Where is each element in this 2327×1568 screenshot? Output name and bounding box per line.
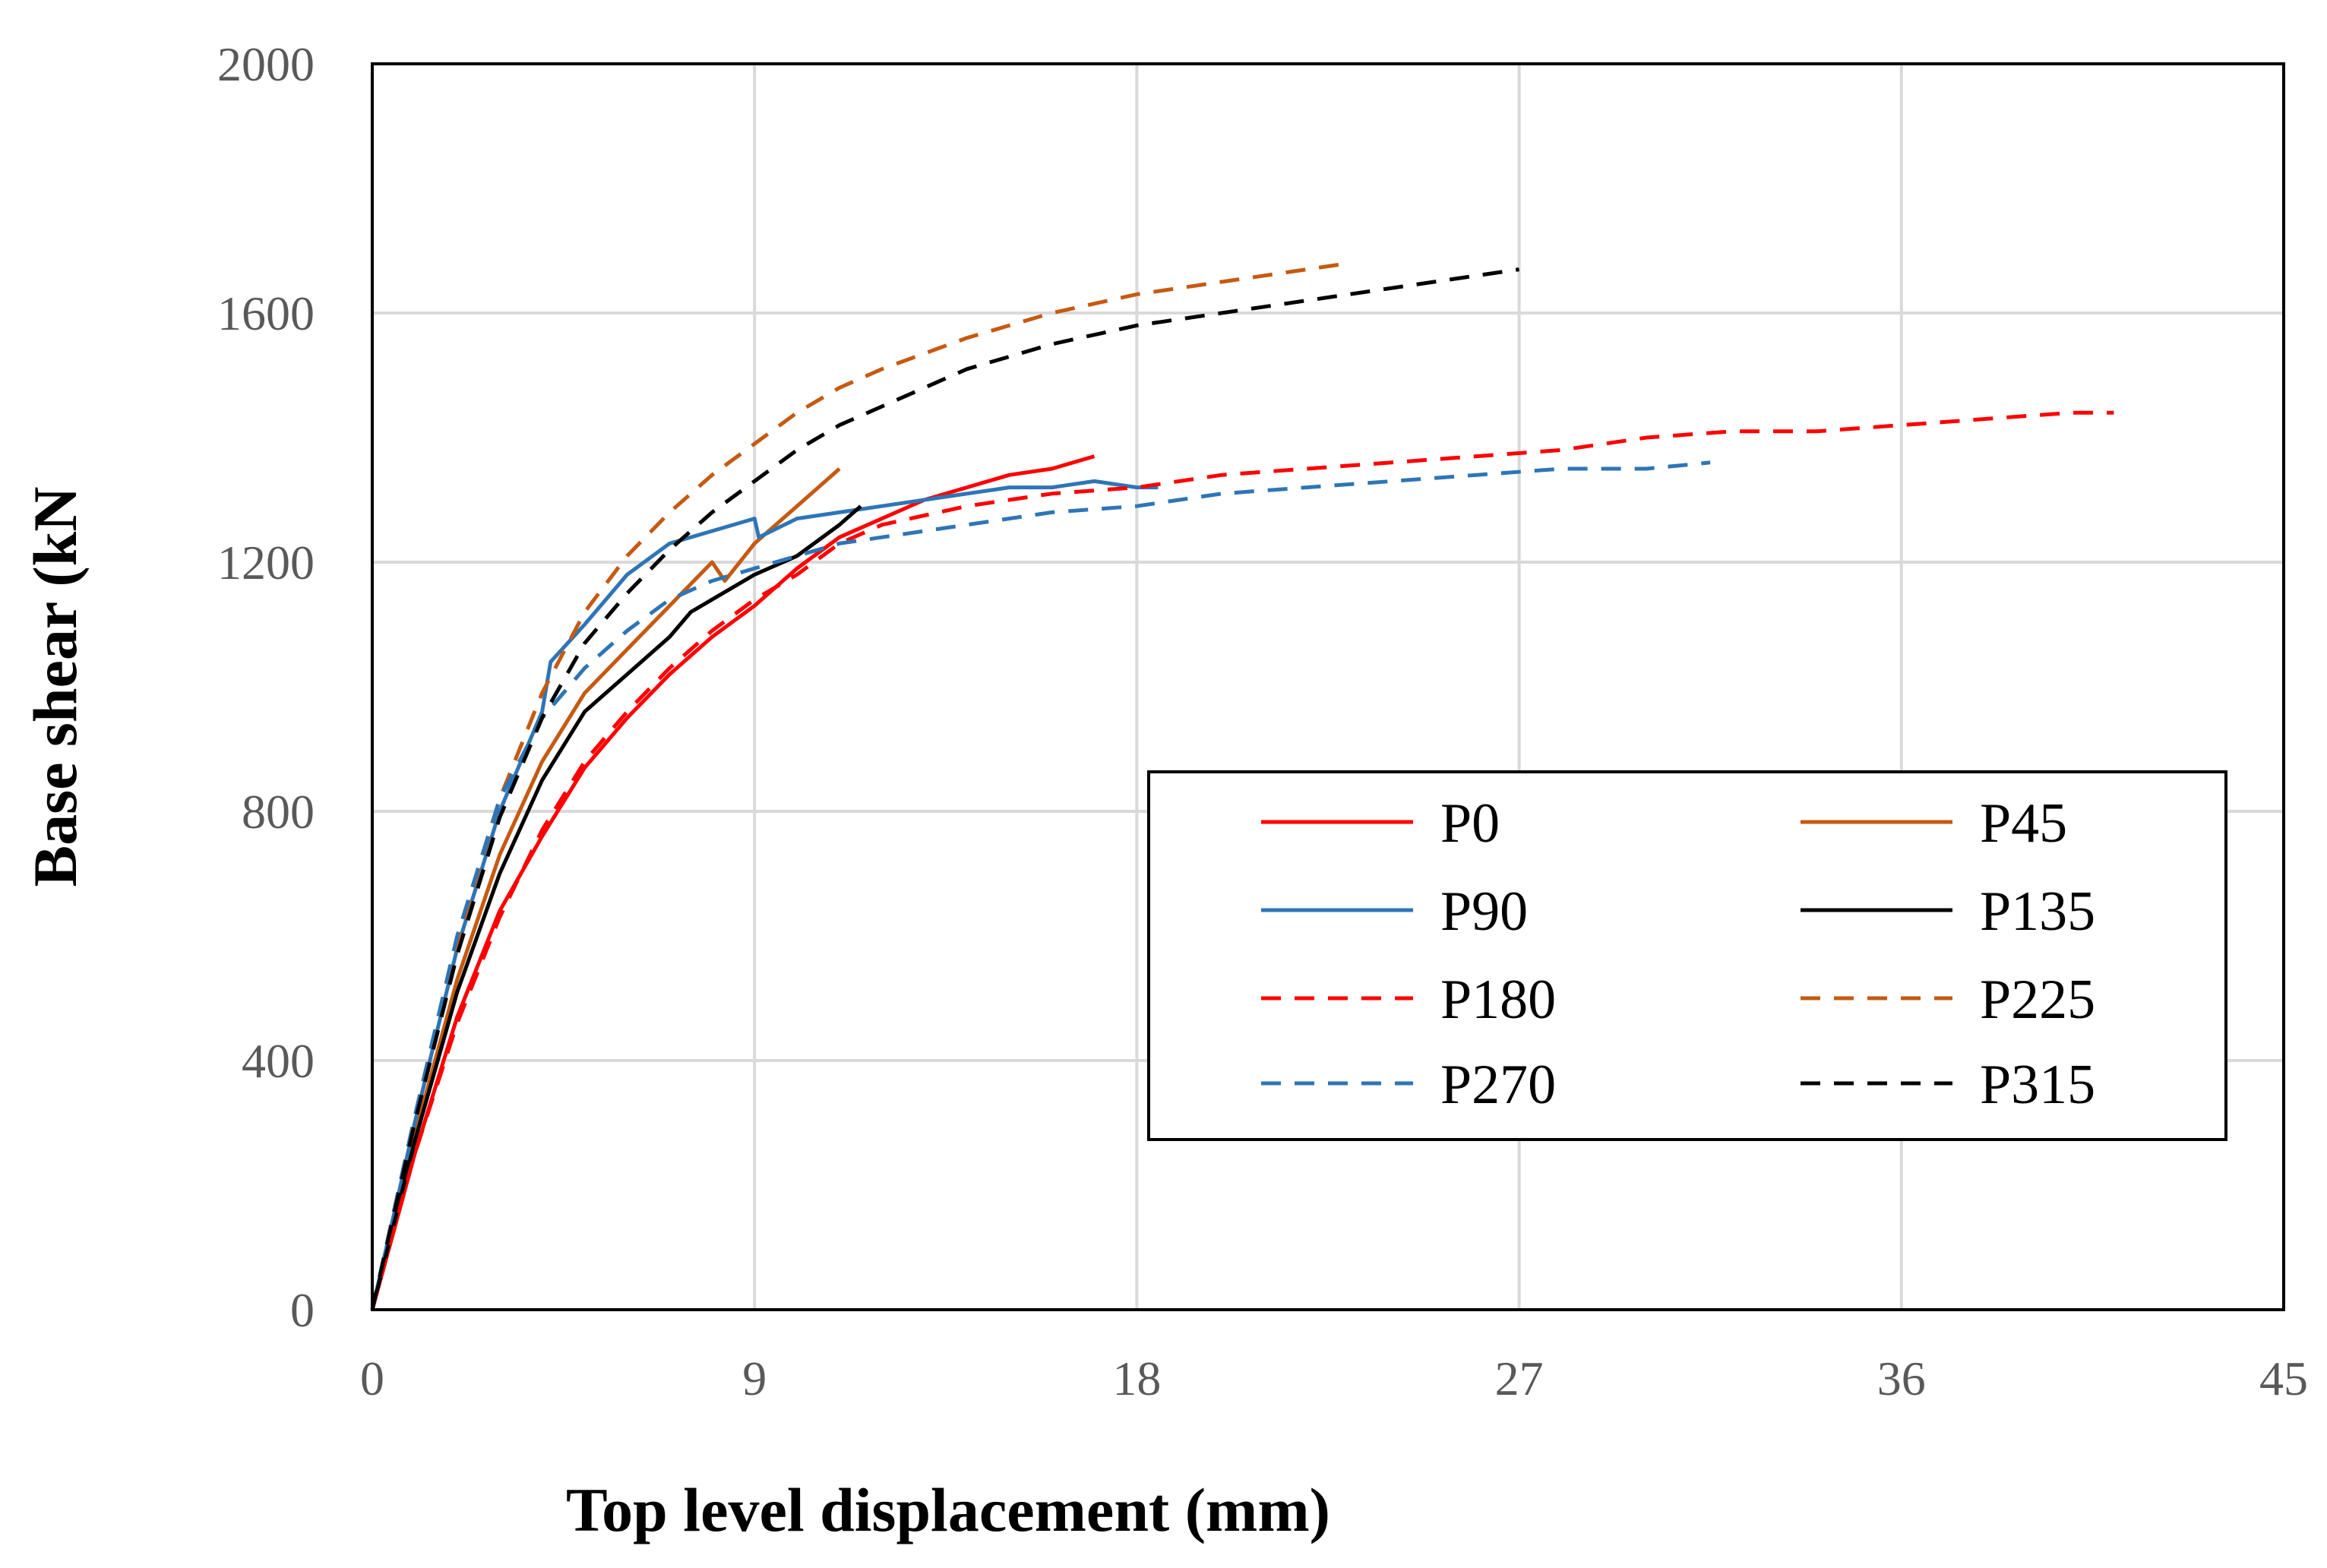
y-tick-label: 1200 (217, 536, 315, 590)
legend-item-p135: P135 (1801, 880, 2095, 943)
x-tick-label: 9 (742, 1351, 767, 1405)
legend-item-p315: P315 (1801, 1054, 2095, 1116)
y-tick-label: 800 (242, 785, 315, 839)
series-line-p0 (370, 454, 1096, 1310)
x-tick-label: 18 (1112, 1351, 1161, 1405)
legend-label: P45 (1980, 792, 2067, 855)
legend-item-p45: P45 (1801, 792, 2067, 855)
plot-area-frame (371, 62, 2285, 1311)
y-tick-label: 1600 (217, 286, 315, 340)
legend-label: P0 (1440, 792, 1500, 855)
legend-item-p225: P225 (1801, 969, 2095, 1031)
series-lines (370, 261, 2114, 1310)
legend-label: P135 (1980, 880, 2095, 943)
legend-item-p0: P0 (1261, 792, 1500, 855)
legend-items: P0 P45 P90 P135 P180 P225 P270 P315 (1261, 792, 2095, 1116)
legend: P0 P45 P90 P135 P180 P225 P270 P315 (1147, 770, 2227, 1141)
series-line-p270 (370, 460, 1711, 1310)
series-line-p180 (370, 410, 2114, 1310)
series-line-p135 (370, 504, 862, 1310)
x-tick-label: 27 (1495, 1351, 1544, 1405)
legend-item-p180: P180 (1261, 969, 1556, 1031)
x-axis-title: Top level displacement (mm) (566, 1475, 1330, 1544)
legend-item-p270: P270 (1261, 1054, 1556, 1116)
legend-box (1147, 770, 2227, 1141)
y-tick-label: 400 (242, 1034, 315, 1088)
series-line-p225 (370, 261, 1350, 1310)
tick-labels: 0 9 18 27 36 45 0 400 800 1200 1600 2000 (217, 37, 2308, 1405)
legend-label: P270 (1440, 1054, 1556, 1116)
y-tick-label: 2000 (217, 37, 315, 91)
x-tick-label: 0 (360, 1351, 384, 1405)
y-axis-title: Base shear (kN (21, 487, 90, 887)
series-line-p315 (370, 267, 1519, 1310)
legend-label: P315 (1980, 1054, 2095, 1116)
legend-label: P225 (1980, 969, 2095, 1031)
series-line-p45 (370, 467, 841, 1310)
legend-label: P90 (1440, 880, 1528, 943)
x-tick-label: 36 (1877, 1351, 1926, 1405)
legend-label: P180 (1440, 969, 1556, 1031)
x-tick-label: 45 (2259, 1351, 2308, 1405)
legend-item-p90: P90 (1261, 880, 1528, 943)
y-tick-label: 0 (290, 1283, 315, 1337)
